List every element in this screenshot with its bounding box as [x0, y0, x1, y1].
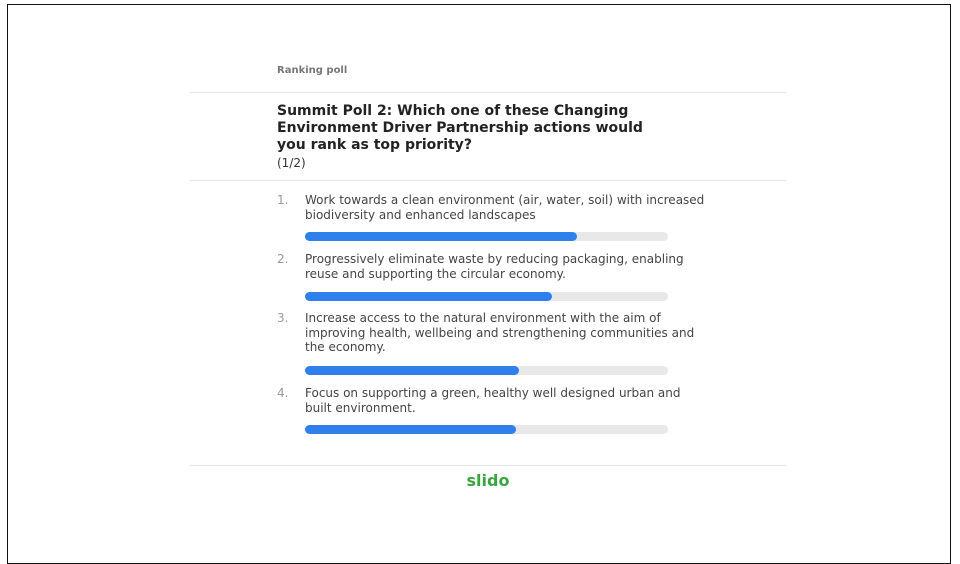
option: 4. Focus on supporting a green, healthy w…: [277, 386, 717, 434]
bar-track: [305, 425, 668, 434]
divider: [190, 92, 786, 93]
bar: [305, 232, 578, 241]
option-rank: 1.: [277, 193, 289, 207]
bar: [305, 292, 552, 301]
divider: [190, 180, 786, 181]
page: {"poll": { "kind": "Ranking poll", "titl…: [7, 4, 951, 564]
poll-title: Summit Poll 2: Which one of these Changi…: [277, 103, 643, 153]
option-text: Progressively eliminate waste by reducin…: [305, 252, 684, 281]
bar-track: [305, 366, 668, 375]
bar-track: [305, 292, 668, 301]
bar: [305, 425, 516, 434]
bar-track: [305, 232, 668, 241]
option: 3. Increase access to the natural environ…: [277, 311, 717, 375]
bar: [305, 366, 520, 375]
divider: [190, 465, 786, 466]
option-rank: 2.: [277, 252, 289, 266]
option: 1. Work towards a clean environment (air,…: [277, 193, 717, 241]
option-rank: 3.: [277, 311, 289, 325]
option-text: Focus on supporting a green, healthy wel…: [305, 386, 681, 415]
poll-kind: Ranking poll: [277, 65, 348, 76]
poll-step: (1/2): [277, 156, 306, 170]
option-text: Work towards a clean environment (air, w…: [305, 193, 705, 222]
option: 2. Progressively eliminate waste by reduc…: [277, 252, 717, 301]
brand-logo: slido: [466, 471, 510, 490]
option-rank: 4.: [277, 386, 289, 400]
option-text: Increase access to the natural environme…: [305, 311, 695, 354]
